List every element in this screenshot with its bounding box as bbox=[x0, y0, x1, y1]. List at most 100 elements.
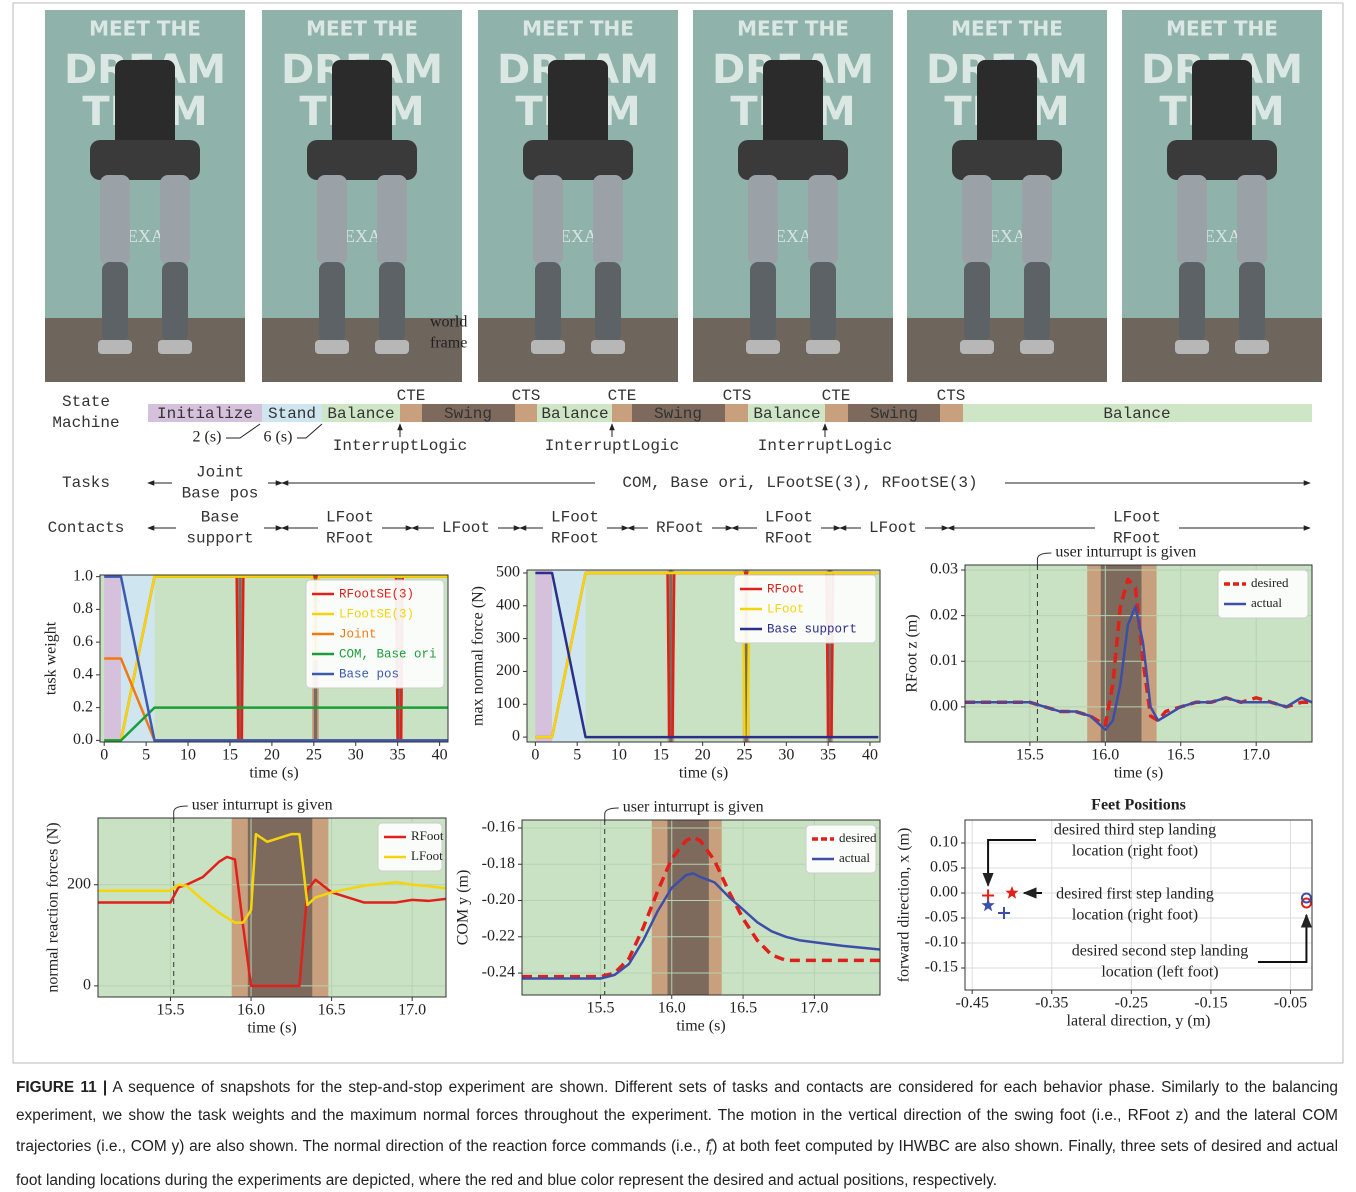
robot-foot bbox=[746, 340, 780, 354]
robot-foot bbox=[1235, 340, 1269, 354]
leader bbox=[297, 424, 322, 438]
legend-label: Joint bbox=[339, 627, 377, 641]
y-tick-label: 0 bbox=[83, 977, 91, 994]
row-item: RFoot bbox=[551, 530, 599, 548]
legend-label: COM, Base ori bbox=[339, 647, 437, 661]
page: {"figure": { "photo_text": {"lines": ["M… bbox=[0, 0, 1356, 1192]
robot-thigh bbox=[1022, 175, 1052, 265]
y-tick-label: 0.10 bbox=[930, 834, 958, 851]
duration-label: 2 (s) bbox=[193, 429, 222, 446]
legend-label: Base support bbox=[767, 622, 857, 636]
shaded-region bbox=[667, 820, 708, 995]
chart: 15.516.016.517.00.000.010.020.03user int… bbox=[904, 544, 1312, 782]
photo-text: MEET THE bbox=[1166, 17, 1278, 41]
x-axis-label: time (s) bbox=[249, 765, 298, 782]
leader bbox=[226, 424, 260, 438]
y-tick-label: -0.16 bbox=[482, 819, 515, 836]
y-tick-label: -0.10 bbox=[925, 934, 958, 951]
row-item: LFoot bbox=[1113, 509, 1161, 527]
state-label: Balance bbox=[327, 405, 394, 423]
state-segment bbox=[940, 404, 963, 422]
photo-floor bbox=[478, 318, 678, 382]
robot-shin bbox=[319, 262, 345, 342]
photo-text: MEET THE bbox=[89, 17, 201, 41]
x-tick-label: 16.0 bbox=[237, 1002, 265, 1019]
y-axis-label: normal reaction forces (N) bbox=[45, 822, 62, 992]
y-tick-label: 500 bbox=[496, 564, 520, 581]
x-tick-label: 30 bbox=[778, 747, 794, 764]
row-item: LFoot bbox=[326, 509, 374, 527]
photo-strip: MEET THEDREAMTEAMTEXASMEET THEDREAMTEAMT… bbox=[45, 10, 1322, 382]
row-item: Joint bbox=[196, 464, 244, 482]
x-tick-label: -0.05 bbox=[1274, 995, 1307, 1012]
state-label: Balance bbox=[541, 405, 608, 423]
x-axis-label: time (s) bbox=[679, 765, 728, 782]
row-label: Tasks bbox=[62, 474, 110, 492]
x-tick-label: -0.45 bbox=[955, 995, 988, 1012]
legend-label: LFoot bbox=[411, 848, 443, 863]
annotation: location (right foot) bbox=[1072, 843, 1198, 860]
y-tick-label: 1.0 bbox=[73, 567, 93, 584]
x-tick-label: 15.5 bbox=[1016, 747, 1044, 764]
y-tick-label: 400 bbox=[496, 596, 520, 613]
legend-label: LFoot bbox=[767, 602, 805, 616]
state-label: Stand bbox=[268, 405, 316, 423]
x-tick-label: 15.5 bbox=[586, 1000, 614, 1017]
row-item: Base bbox=[201, 509, 239, 527]
y-tick-label: 0.03 bbox=[930, 561, 958, 578]
x-tick-label: 20 bbox=[695, 747, 711, 764]
x-tick-label: 15.5 bbox=[157, 1002, 185, 1019]
row-item: LFoot bbox=[551, 509, 599, 527]
y-tick-label: -0.15 bbox=[925, 959, 958, 976]
robot-foot bbox=[1175, 340, 1209, 354]
x-tick-label: 16.5 bbox=[729, 1000, 757, 1017]
robot-hip bbox=[523, 140, 633, 180]
caption: FIGURE 11 | A sequence of snapshots for … bbox=[16, 1074, 1338, 1192]
photo-text: MEET THE bbox=[737, 17, 849, 41]
robot-thigh bbox=[1237, 175, 1267, 265]
x-tick-label: 20 bbox=[264, 747, 280, 764]
photo-floor bbox=[1122, 318, 1322, 382]
row-item: LFoot bbox=[765, 509, 813, 527]
row-label: Contacts bbox=[48, 519, 125, 537]
robot-hip bbox=[307, 140, 417, 180]
x-tick-label: 35 bbox=[820, 747, 836, 764]
state-segment bbox=[725, 404, 748, 422]
annotation: user inturrupt is given bbox=[623, 799, 764, 816]
y-tick-label: 0.00 bbox=[930, 884, 958, 901]
annotation: desired second step landing bbox=[1072, 943, 1248, 960]
x-tick-label: 40 bbox=[432, 747, 448, 764]
robot-thigh bbox=[1177, 175, 1207, 265]
robot-thigh bbox=[377, 175, 407, 265]
shaded-region bbox=[535, 570, 552, 742]
row-item: LFoot bbox=[442, 519, 490, 537]
row-item: RFoot bbox=[326, 530, 374, 548]
robot-hip bbox=[90, 140, 200, 180]
photo-floor bbox=[693, 318, 893, 382]
interrupt-label: InterruptLogic bbox=[545, 437, 679, 455]
legend-label: actual bbox=[839, 850, 870, 865]
robot-shin bbox=[102, 262, 128, 342]
x-tick-label: 16.5 bbox=[1167, 747, 1195, 764]
row-label: State bbox=[62, 393, 110, 411]
photo-floor bbox=[907, 318, 1107, 382]
duration-label: 6 (s) bbox=[264, 429, 293, 446]
x-axis-label: time (s) bbox=[676, 1018, 725, 1035]
row-item: LFoot bbox=[869, 519, 917, 537]
shaded-region bbox=[248, 818, 312, 997]
transition-label: CTE bbox=[608, 387, 637, 405]
annotation: desired third step landing bbox=[1054, 822, 1216, 839]
x-axis-label: time (s) bbox=[1114, 765, 1163, 782]
robot-foot bbox=[1020, 340, 1054, 354]
state-label: Balance bbox=[1103, 405, 1170, 423]
robot-shin bbox=[162, 262, 188, 342]
transition-label: CTS bbox=[723, 387, 752, 405]
photo: MEET THEDREAMTEAMTEXAS bbox=[478, 10, 678, 382]
x-tick-label: 25 bbox=[306, 747, 322, 764]
annotation: user inturrupt is given bbox=[1055, 544, 1196, 561]
row-item: support bbox=[186, 530, 253, 548]
interrupt-label: InterruptLogic bbox=[758, 437, 892, 455]
